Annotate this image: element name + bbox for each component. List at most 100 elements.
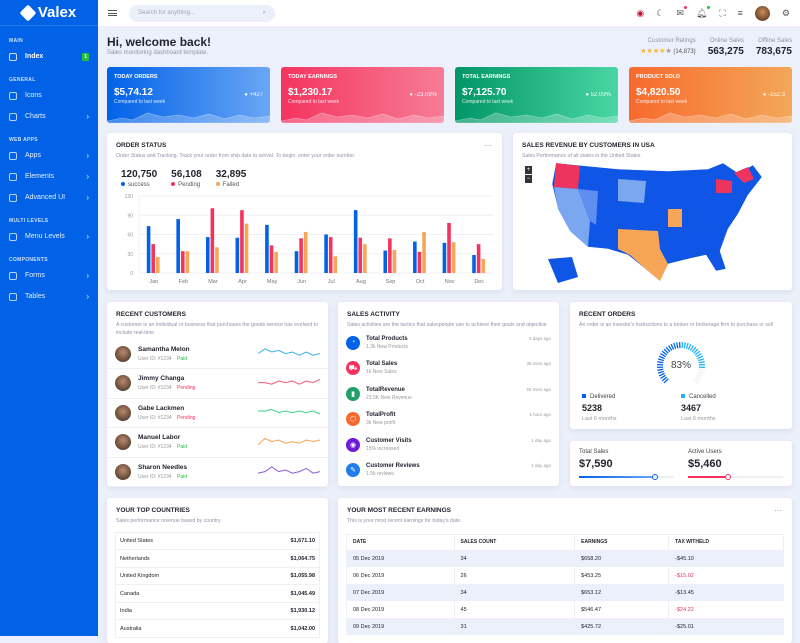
notifications-bell-icon[interactable]: 🔔︎ [696, 8, 707, 19]
bar-pending-may[interactable] [270, 245, 274, 273]
bar-success-jun[interactable] [295, 251, 299, 273]
customer-avatar [115, 375, 131, 391]
bar-failed-jul[interactable] [333, 256, 337, 273]
search-input[interactable]: Search for anything...⌕ [129, 5, 275, 22]
active-users-slider[interactable] [688, 476, 783, 478]
bar-success-aug[interactable] [354, 210, 358, 273]
bar-pending-aug[interactable] [358, 238, 362, 273]
bar-chart-icon: ▮ [346, 387, 360, 401]
map-zoom-out-button[interactable]: − [525, 175, 532, 183]
brand-logo[interactable]: Valex [0, 0, 98, 26]
sidebar-item-label: Apps [25, 152, 41, 159]
bar-failed-may[interactable] [274, 252, 278, 273]
sidebar-item-label: Charts [25, 113, 46, 120]
bar-failed-apr[interactable] [245, 224, 249, 273]
bar-pending-jan[interactable] [151, 244, 155, 273]
bar-success-sep[interactable] [383, 251, 387, 273]
cancelled-legend-icon [681, 394, 685, 398]
bar-failed-dec[interactable] [481, 259, 485, 273]
sidebar-menu-icon[interactable]: ≡ [738, 8, 743, 18]
gauge-tick [659, 373, 664, 375]
bar-pending-jul[interactable] [329, 237, 333, 273]
more-options-icon[interactable]: ··· [484, 141, 492, 150]
usa-map[interactable] [548, 159, 768, 289]
bar-success-nov[interactable] [443, 243, 447, 273]
sidebar-item-icons[interactable]: Icons [0, 87, 98, 104]
fullscreen-icon[interactable]: ⛶ [719, 8, 725, 19]
sidebar-item-forms[interactable]: Forms› [0, 267, 98, 284]
bar-pending-dec[interactable] [477, 244, 481, 273]
kpi-sparkline [455, 109, 618, 123]
customer-name: Manuel Labor [138, 434, 187, 441]
search-icon[interactable]: ⌕ [263, 10, 266, 17]
bar-failed-mar[interactable] [215, 247, 219, 273]
flag-uk-icon[interactable]: ◉ [636, 8, 644, 19]
bar-failed-sep[interactable] [393, 250, 397, 273]
dark-mode-moon-icon[interactable]: ☾ [656, 8, 664, 19]
bar-pending-feb[interactable] [181, 251, 185, 273]
sidebar-item-charts[interactable]: Charts› [0, 108, 98, 125]
sidebar-item-elements[interactable]: Elements› [0, 168, 98, 185]
kpi-change: ● -23.09% [409, 92, 437, 98]
messages-icon[interactable]: ✉ [676, 8, 684, 19]
more-options-icon[interactable]: ··· [774, 506, 782, 515]
bar-pending-sep[interactable] [388, 238, 392, 273]
activity-time: 1 day ago [531, 463, 551, 468]
bar-failed-jun[interactable] [304, 232, 308, 273]
bar-pending-apr[interactable] [240, 210, 244, 273]
gauge-tick [677, 342, 678, 348]
settings-gear-icon[interactable]: ⚙ [782, 8, 790, 19]
total-sales-slider[interactable] [579, 476, 674, 478]
user-avatar[interactable] [755, 6, 770, 21]
bar-success-mar[interactable] [206, 237, 210, 273]
bar-pending-oct[interactable] [418, 252, 422, 273]
cart-icon: ⛟ [346, 361, 360, 375]
bar-failed-feb[interactable] [186, 251, 190, 273]
gauge-tick [686, 343, 688, 349]
bar-success-apr[interactable] [236, 238, 240, 273]
bar-success-oct[interactable] [413, 242, 417, 273]
recent-customers-card: RECENT CUSTOMERS A customer is an indivi… [107, 302, 328, 486]
sidebar-item-apps[interactable]: Apps› [0, 147, 98, 164]
sidebar-item-label: Elements [25, 173, 54, 180]
index-icon [9, 53, 17, 61]
bar-pending-mar[interactable] [211, 208, 215, 273]
bar-failed-aug[interactable] [363, 244, 367, 273]
chevron-right-icon: › [86, 193, 89, 202]
map-zoom-in-button[interactable]: + [525, 166, 532, 174]
sales-users-card: Total Sales$7,590 Active Users$5,460 [570, 441, 792, 486]
sidebar-item-menu-levels[interactable]: Menu Levels› [0, 228, 98, 245]
bar-failed-oct[interactable] [422, 232, 426, 273]
bar-success-dec[interactable] [472, 255, 476, 273]
eye-icon: ◉ [346, 438, 360, 452]
bar-success-jan[interactable] [147, 226, 151, 273]
bar-pending-jun[interactable] [299, 238, 303, 273]
advanced-ui-icon [9, 194, 17, 202]
bar-success-may[interactable] [265, 225, 269, 273]
sidebar-item-advanced-ui[interactable]: Advanced UI› [0, 189, 98, 206]
bar-success-feb[interactable] [176, 219, 180, 273]
bar-pending-nov[interactable] [447, 223, 451, 273]
bar-failed-jan[interactable] [156, 257, 160, 273]
sidebar-item-tables[interactable]: Tables› [0, 288, 98, 305]
bar-failed-nov[interactable] [452, 242, 456, 273]
bar-success-jul[interactable] [324, 235, 328, 274]
menu-toggle-icon[interactable] [108, 10, 117, 16]
activity-time: 1 hour ago [529, 412, 551, 417]
